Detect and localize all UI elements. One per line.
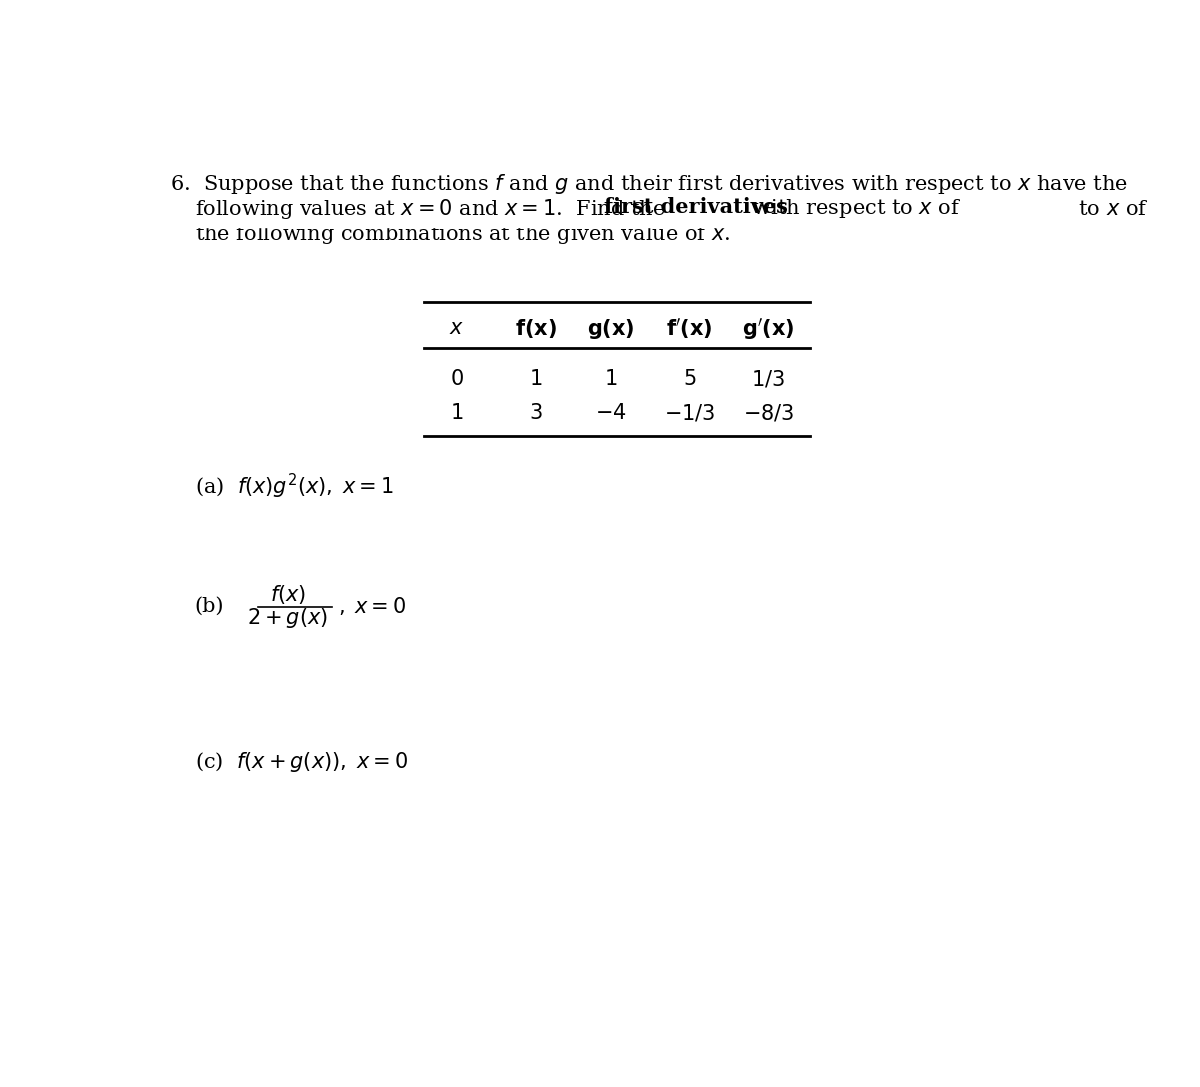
Text: $1/3$: $1/3$ [751, 368, 786, 389]
Text: $5$: $5$ [683, 368, 696, 389]
Text: $\mathbf{f'(x)}$: $\mathbf{f'(x)}$ [666, 316, 713, 341]
Text: $-1/3$: $-1/3$ [664, 403, 715, 424]
Text: $f(x)$: $f(x)$ [270, 583, 306, 605]
Text: (a)  $f(x)g^2(x),\; x = 1$: (a) $f(x)g^2(x),\; x = 1$ [194, 472, 394, 501]
Text: following values at $x = 0$ and $x = 1$.  Find the: following values at $x = 0$ and $x = 1$.… [194, 198, 666, 222]
Text: $1$: $1$ [450, 403, 463, 423]
Text: following values at $x = 0$ and $x = 1$.  Find the: following values at $x = 0$ and $x = 1$.… [194, 198, 666, 222]
Text: $3$: $3$ [529, 403, 542, 423]
Text: $\mathbf{g(x)}$: $\mathbf{g(x)}$ [587, 316, 634, 341]
Text: 6.  Suppose that the functions $f$ and $g$ and their first derivatives with resp: 6. Suppose that the functions $f$ and $g… [170, 172, 1128, 197]
Text: $-8/3$: $-8/3$ [743, 403, 794, 424]
Bar [194, 195, 1078, 227]
Text: $,\; x = 0$: $,\; x = 0$ [338, 595, 406, 616]
Text: $0$: $0$ [450, 368, 464, 389]
Text: $-4$: $-4$ [594, 403, 626, 423]
Text: following values at $x = 0$ and $x = 1$.  Find the \textbf{first derivatives} wi: following values at $x = 0$ and $x = 1$.… [194, 198, 1148, 222]
Text: with respect to $x$ of: with respect to $x$ of [745, 198, 961, 221]
Text: first derivatives: first derivatives [605, 198, 788, 217]
Text: the following combinations at the given value of $x$.: the following combinations at the given … [194, 223, 730, 246]
Text: $\mathbf{g'(x)}$: $\mathbf{g'(x)}$ [742, 316, 794, 341]
Text: $\mathbf{f(x)}$: $\mathbf{f(x)}$ [515, 317, 557, 340]
Text: $2 + g(x)$: $2 + g(x)$ [247, 607, 328, 630]
Text: (c)  $f(x + g(x)),\; x = 0$: (c) $f(x + g(x)),\; x = 0$ [194, 750, 408, 774]
Text: $1$: $1$ [529, 368, 542, 389]
Text: $1$: $1$ [604, 368, 617, 389]
Text: (b): (b) [194, 597, 224, 615]
Text: $x$: $x$ [449, 320, 464, 338]
